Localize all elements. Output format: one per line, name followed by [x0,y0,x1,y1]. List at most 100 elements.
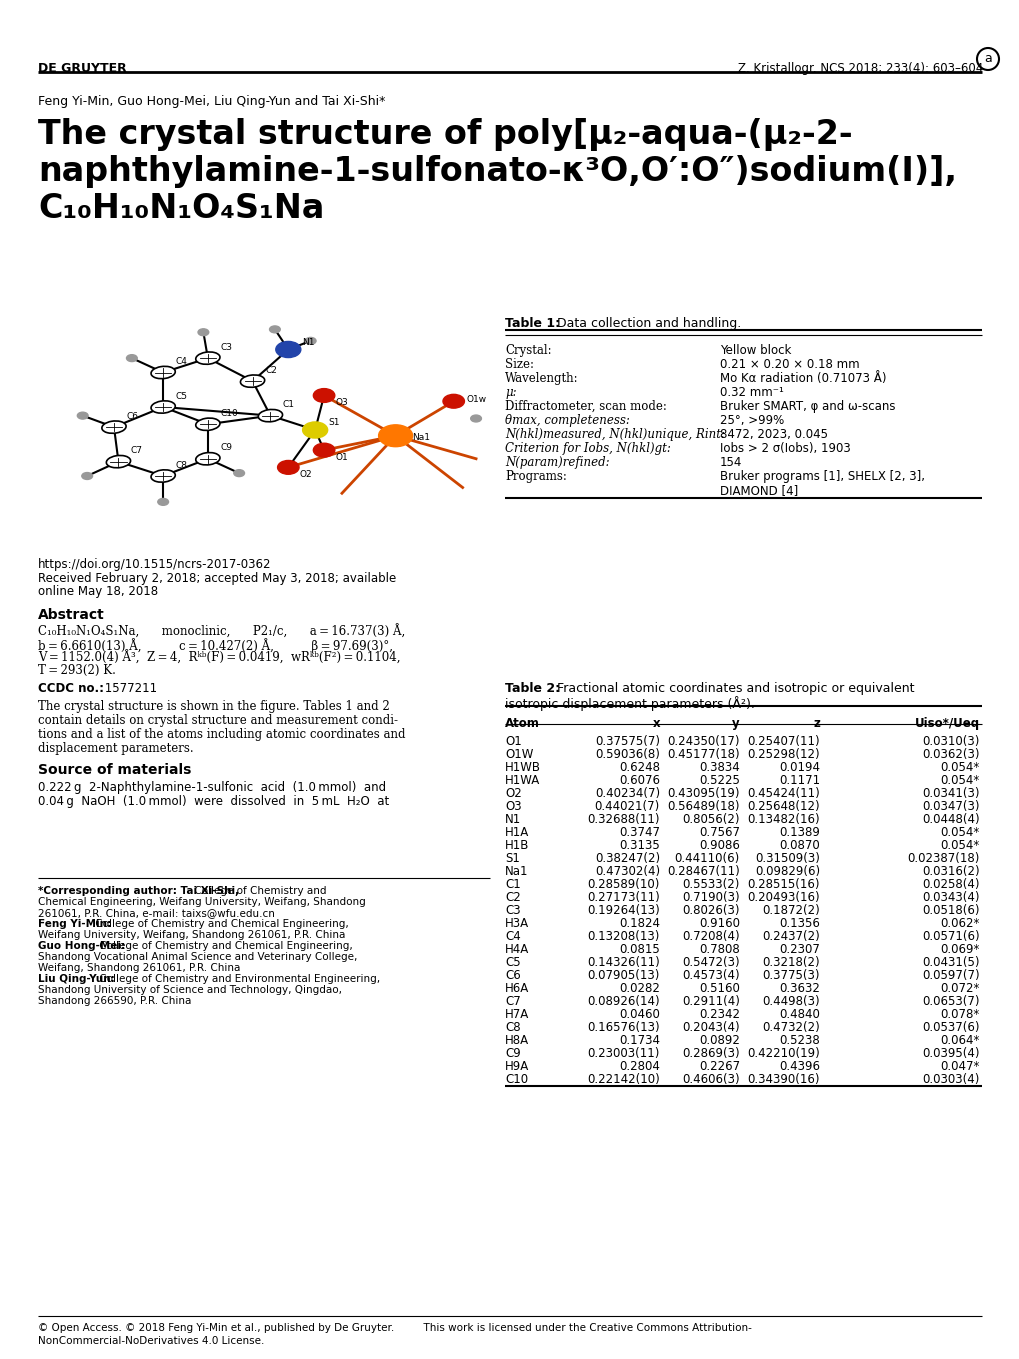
Text: 0.9086: 0.9086 [698,839,739,852]
Text: C1: C1 [282,401,294,409]
Text: Guo Hong-Mei:: Guo Hong-Mei: [38,940,125,951]
Text: 0.0571(6): 0.0571(6) [921,930,979,943]
Text: Bruker SMART, φ and ω-scans: Bruker SMART, φ and ω-scans [719,400,895,413]
Circle shape [158,499,168,506]
Text: Weifang, Shandong 261061, P.R. China: Weifang, Shandong 261061, P.R. China [38,964,240,973]
Circle shape [442,394,464,408]
Text: 0.0341(3): 0.0341(3) [921,787,979,800]
Text: b = 6.6610(13) Å,          c = 10.427(2) Å,          β = 97.69(3)°,: b = 6.6610(13) Å, c = 10.427(2) Å, β = 9… [38,637,392,652]
Circle shape [233,470,245,477]
Circle shape [126,355,138,361]
Text: 0.56489(18): 0.56489(18) [666,800,739,813]
Ellipse shape [240,375,264,387]
Ellipse shape [151,367,175,379]
Text: H1A: H1A [504,826,529,839]
Text: 0.38247(2): 0.38247(2) [594,852,659,864]
Text: 0.32 mm⁻¹: 0.32 mm⁻¹ [719,386,784,400]
Circle shape [313,389,334,402]
Text: T = 293(2) K.: T = 293(2) K. [38,665,116,677]
Text: 0.1171: 0.1171 [779,775,819,787]
Text: 0.222 g  2-Naphthylamine-1-sulfonic  acid  (1.0 mmol)  and: 0.222 g 2-Naphthylamine-1-sulfonic acid … [38,781,386,794]
Text: CCDC no.:: CCDC no.: [38,682,104,694]
Text: 0.0310(3): 0.0310(3) [922,735,979,747]
Text: z: z [812,718,819,730]
Text: Weifang University, Weifang, Shandong 261061, P.R. China: Weifang University, Weifang, Shandong 26… [38,930,345,940]
Text: 0.19264(13): 0.19264(13) [587,904,659,917]
Text: C6: C6 [504,969,521,983]
Text: 0.6076: 0.6076 [619,775,659,787]
Text: C5: C5 [504,955,520,969]
Text: The crystal structure is shown in the figure. Tables 1 and 2: The crystal structure is shown in the fi… [38,700,389,713]
Text: O1: O1 [335,453,348,462]
Text: 0.16576(13): 0.16576(13) [587,1021,659,1034]
Text: 0.2437(2): 0.2437(2) [761,930,819,943]
Text: 0.34390(16): 0.34390(16) [747,1074,819,1086]
Text: 0.28515(16): 0.28515(16) [747,878,819,892]
Text: C9: C9 [504,1046,521,1060]
Text: 0.1824: 0.1824 [619,917,659,930]
Text: 0.31509(3): 0.31509(3) [754,852,819,864]
Text: 0.064*: 0.064* [940,1034,979,1046]
Text: Received February 2, 2018; accepted May 3, 2018; available: Received February 2, 2018; accepted May … [38,572,395,584]
Text: Shandong 266590, P.R. China: Shandong 266590, P.R. China [38,996,192,1006]
Text: 0.25407(11): 0.25407(11) [747,735,819,747]
Text: 0.3834: 0.3834 [699,761,739,775]
Text: N1: N1 [302,337,314,347]
Text: Table 1:: Table 1: [504,317,559,330]
Text: 0.047*: 0.047* [940,1060,979,1074]
Text: 0.09829(6): 0.09829(6) [754,864,819,878]
Text: 0.4840: 0.4840 [779,1008,819,1021]
Text: Chemical Engineering, Weifang University, Weifang, Shandong: Chemical Engineering, Weifang University… [38,897,366,906]
Text: 0.25298(12): 0.25298(12) [747,747,819,761]
Text: 0.43095(19): 0.43095(19) [666,787,739,800]
Text: 0.0460: 0.0460 [619,1008,659,1021]
Text: *Corresponding author: Tai Xi-Shi,: *Corresponding author: Tai Xi-Shi, [38,886,238,896]
Text: 0.9160: 0.9160 [698,917,739,930]
Text: 0.5160: 0.5160 [698,983,739,995]
Text: H7A: H7A [504,1008,529,1021]
Text: 0.7190(3): 0.7190(3) [682,892,739,904]
Circle shape [269,326,280,333]
Text: 0.5533(2): 0.5533(2) [682,878,739,892]
Text: C10: C10 [220,409,237,419]
Text: 0.20493(16): 0.20493(16) [747,892,819,904]
Text: 0.13208(13): 0.13208(13) [587,930,659,943]
Text: 0.13482(16): 0.13482(16) [747,813,819,826]
Text: 0.078*: 0.078* [940,1008,979,1021]
Text: 0.0518(6): 0.0518(6) [921,904,979,917]
Text: 0.4732(2): 0.4732(2) [761,1021,819,1034]
Text: 0.2043(4): 0.2043(4) [682,1021,739,1034]
Text: N(param)refined:: N(param)refined: [504,457,609,469]
Text: 0.8026(3): 0.8026(3) [682,904,739,917]
Text: 0.3747: 0.3747 [619,826,659,839]
Text: 25°, >99%: 25°, >99% [719,414,784,427]
Text: Data collection and handling.: Data collection and handling. [552,317,741,330]
Text: C5: C5 [175,391,187,401]
Text: H4A: H4A [504,943,529,955]
Text: 0.4498(3): 0.4498(3) [761,995,819,1008]
Text: Programs:: Programs: [504,470,567,482]
Text: 0.0537(6): 0.0537(6) [921,1021,979,1034]
Ellipse shape [151,470,175,482]
Text: 0.054*: 0.054* [940,839,979,852]
Text: 0.42210(19): 0.42210(19) [747,1046,819,1060]
Text: 0.2869(3): 0.2869(3) [682,1046,739,1060]
Text: 1577211: 1577211 [101,682,157,694]
Text: 0.0316(2): 0.0316(2) [921,864,979,878]
Text: Z. Kristallogr. NCS 2018; 233(4): 603–604: Z. Kristallogr. NCS 2018; 233(4): 603–60… [738,63,982,75]
Text: C8: C8 [504,1021,520,1034]
Text: 0.22142(10): 0.22142(10) [587,1074,659,1086]
Text: DE GRUYTER: DE GRUYTER [38,63,126,75]
Text: naphthylamine-1-sulfonato-κ³Ο,Ο′:Ο″)sodium(I)],: naphthylamine-1-sulfonato-κ³Ο,Ο′:Ο″)sodi… [38,155,956,188]
Text: 0.5472(3): 0.5472(3) [682,955,739,969]
Text: C3: C3 [220,342,232,352]
Text: 0.062*: 0.062* [940,917,979,930]
Text: O3: O3 [504,800,521,813]
Text: 0.3775(3): 0.3775(3) [762,969,819,983]
Text: College of Chemistry and: College of Chemistry and [191,886,326,896]
Text: 0.5238: 0.5238 [779,1034,819,1046]
Text: isotropic displacement parameters (Å²).: isotropic displacement parameters (Å²). [504,696,754,711]
Text: 0.40234(7): 0.40234(7) [594,787,659,800]
Text: O2: O2 [504,787,522,800]
Text: C7: C7 [504,995,521,1008]
